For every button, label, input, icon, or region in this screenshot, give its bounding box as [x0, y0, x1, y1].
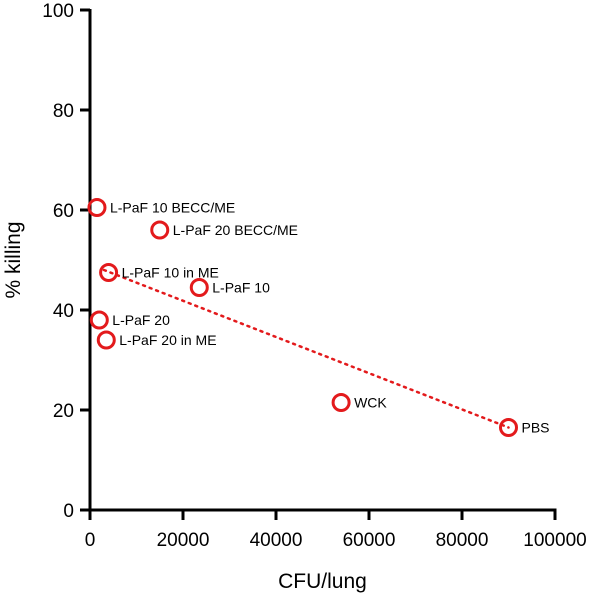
y-tick-label: 60 [53, 201, 74, 222]
data-point-label: L-PaF 20 BECC/ME [173, 222, 298, 238]
data-point-label: L-PaF 10 [212, 280, 270, 296]
data-point [89, 310, 109, 330]
data-point [189, 278, 209, 297]
data-point-label: L-PaF 20 [112, 312, 170, 328]
axes: 0 20 40 60 80 100 0 20000 40000 60000 80000 100000 [42, 1, 586, 551]
y-axis-title: % killing [2, 221, 25, 298]
x-tick-label: 0 [85, 530, 96, 551]
data-point [87, 198, 107, 217]
data-point [150, 220, 170, 240]
data-point-label: L-PaF 10 BECC/ME [110, 200, 235, 216]
trendline-layer [102, 268, 510, 429]
x-tick-label: 100000 [523, 530, 586, 551]
data-point-label: L-PaF 10 in ME [122, 265, 219, 281]
y-tick-label: 20 [53, 401, 74, 422]
data-point-label: PBS [522, 420, 550, 436]
trendline [102, 268, 510, 429]
x-tick-label: 40000 [250, 530, 303, 551]
y-tick-label: 0 [63, 501, 74, 522]
x-tick-label: 20000 [157, 530, 210, 551]
x-tick-label: 80000 [436, 530, 489, 551]
y-tick-label: 80 [53, 101, 74, 122]
points-layer: L-PaF 10 BECC/ME L-PaF 20 BECC/ME L-PaF 10… [87, 198, 550, 437]
data-point [331, 393, 351, 412]
y-tick-label: 100 [42, 1, 74, 22]
data-point-label: L-PaF 20 in ME [119, 332, 216, 348]
data-point [499, 418, 518, 437]
x-axis-title: CFU/lung [278, 570, 367, 593]
x-tick-label: 60000 [343, 530, 396, 551]
data-point [99, 263, 119, 282]
data-point-label: WCK [354, 395, 387, 411]
y-tick-label: 40 [53, 301, 74, 322]
data-point [96, 330, 116, 350]
